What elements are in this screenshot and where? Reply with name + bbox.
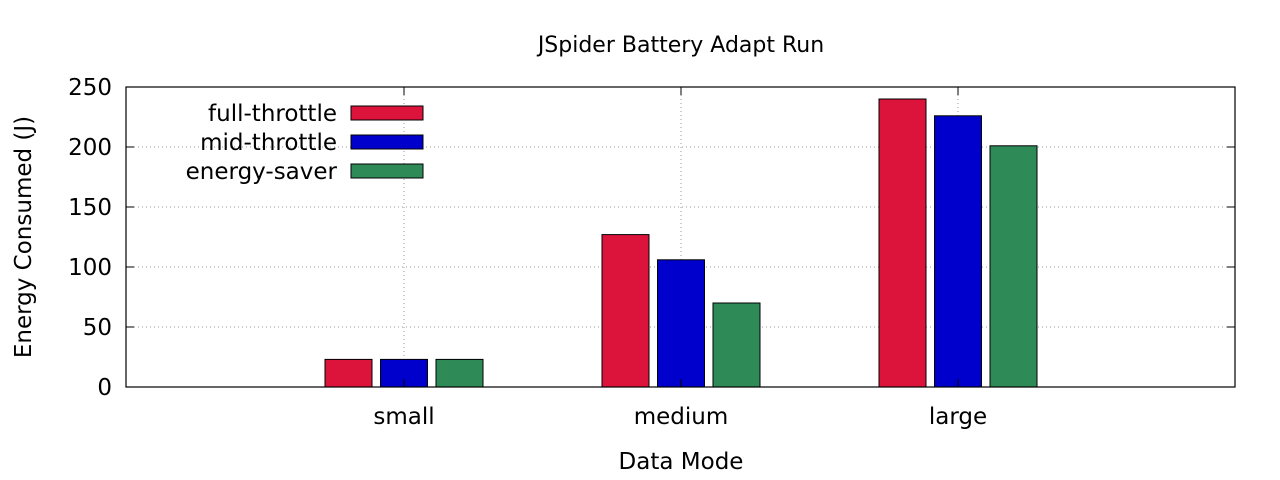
y-axis-label: Energy Consumed (J) bbox=[11, 116, 37, 358]
x-tick-label: small bbox=[373, 404, 434, 430]
x-tick-label: medium bbox=[634, 404, 729, 430]
bar-energy-saver-large bbox=[989, 145, 1038, 388]
bar-full-throttle-large bbox=[878, 98, 927, 388]
legend-swatch bbox=[350, 134, 424, 150]
grid bbox=[126, 87, 1235, 387]
x-axis-label: Data Mode bbox=[619, 449, 744, 475]
y-tick-label: 150 bbox=[68, 195, 112, 221]
y-tick-label: 250 bbox=[68, 75, 112, 101]
bar-full-throttle-small bbox=[324, 358, 373, 388]
legend-label: energy-saver bbox=[186, 159, 338, 185]
legend-label: full-throttle bbox=[208, 101, 337, 127]
legend: full-throttle mid-throttle energy-saver bbox=[186, 101, 424, 185]
x-tick-label: large bbox=[929, 404, 987, 430]
y-tick-label: 100 bbox=[68, 255, 112, 281]
legend-swatch bbox=[350, 163, 424, 179]
chart-title: JSpider Battery Adapt Run bbox=[536, 33, 824, 58]
y-tick-label: 50 bbox=[83, 315, 112, 341]
y-axis-ticks: 0 50 100 150 200 250 bbox=[68, 75, 1235, 401]
x-axis-ticks: small medium large bbox=[373, 87, 987, 430]
y-tick-label: 200 bbox=[68, 135, 112, 161]
legend-swatch bbox=[350, 105, 424, 121]
bar-energy-saver-small bbox=[435, 358, 484, 388]
legend-label: mid-throttle bbox=[200, 130, 337, 156]
bar-mid-throttle-medium bbox=[657, 259, 705, 388]
bars bbox=[324, 98, 1038, 388]
bar-energy-saver-medium bbox=[712, 302, 761, 388]
bar-mid-throttle-large bbox=[934, 115, 982, 388]
bar-full-throttle-medium bbox=[601, 234, 650, 388]
y-tick-label: 0 bbox=[97, 375, 112, 401]
